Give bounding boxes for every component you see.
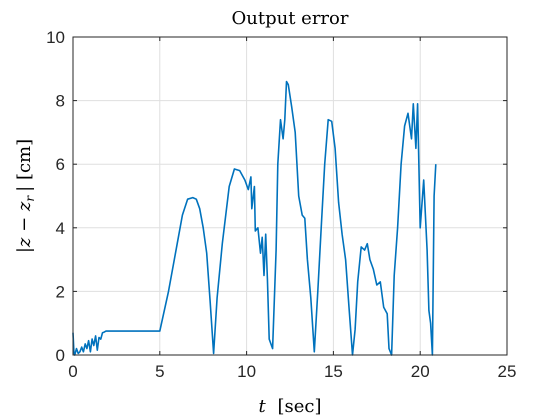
- x-axis-label: t [sec]: [259, 396, 322, 417]
- axis-ticks: [72, 36, 508, 356]
- x-axis-unit: [sec]: [277, 396, 321, 417]
- x-tick-labels: 0 5 10 15 20 25: [68, 362, 516, 381]
- y-axis-expression: |z − z: [14, 201, 35, 253]
- y-tick-label: 6: [56, 155, 65, 174]
- plot-background: [73, 37, 507, 355]
- x-tick-label: 0: [68, 362, 77, 381]
- y-axis-subscript: r: [23, 195, 37, 202]
- x-tick-label: 10: [237, 362, 256, 381]
- y-tick-label: 4: [56, 219, 65, 238]
- y-axis-label: |z − zr | [cm]: [14, 139, 37, 253]
- series-line-output-error: [72, 80, 437, 356]
- y-tick-label: 10: [46, 28, 65, 47]
- x-tick-label: 5: [155, 362, 164, 381]
- y-tick-labels: 0 2 4 6 8 10: [46, 28, 65, 365]
- x-tick-label: 15: [324, 362, 343, 381]
- plot-frame: [72, 36, 508, 356]
- y-tick-label: 0: [56, 346, 65, 365]
- y-tick-label: 2: [56, 282, 65, 301]
- chart-title: Output error: [232, 8, 349, 29]
- x-tick-label: 25: [498, 362, 517, 381]
- y-axis-unit: | [cm]: [14, 139, 35, 192]
- x-axis-variable: t: [259, 396, 267, 417]
- x-tick-label: 20: [411, 362, 430, 381]
- y-tick-label: 8: [56, 92, 65, 111]
